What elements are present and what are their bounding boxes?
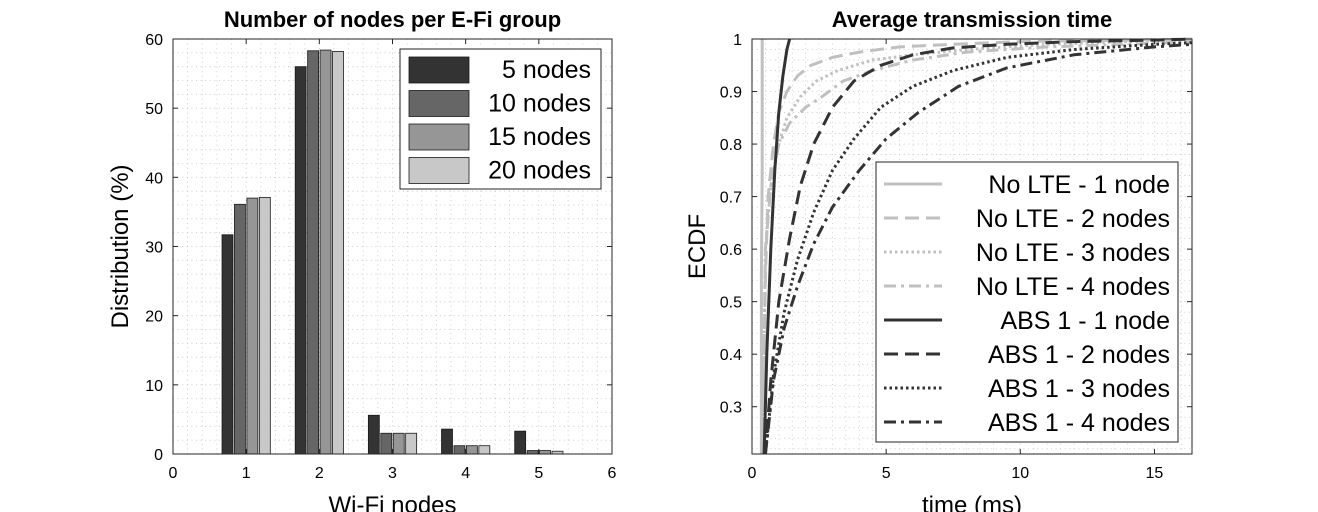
x-tick-label: 5: [534, 465, 543, 482]
ecdf-line: [763, 42, 1192, 454]
bar: [405, 432, 418, 455]
y-tick-label: 0.6: [720, 242, 742, 259]
x-tick-label: 10: [1011, 465, 1029, 482]
x-tick-label: 1: [242, 465, 251, 482]
legend-swatch: [408, 56, 470, 84]
ecdf-chart-title: Average transmission time: [832, 7, 1112, 32]
legend-swatch: [408, 90, 470, 117]
x-tick-label: 15: [1146, 465, 1164, 482]
ecdf-chart-x-axis-label: time (ms): [922, 492, 1022, 512]
x-tick-label: 4: [461, 465, 470, 482]
x-tick-label: 0: [169, 465, 178, 482]
legend-label: ABS 1 - 2 nodes: [988, 341, 1170, 369]
ecdf-chart-legend: No LTE - 1 node No LTE - 2 nodes No LTE - …: [875, 161, 1179, 443]
legend-label: 20 nodes: [488, 157, 591, 185]
legend-label: ABS 1 - 3 nodes: [988, 375, 1170, 403]
bar-chart-legend: 5 nodes 10 nodes 15 nodes 20 nodes: [399, 48, 602, 190]
bar: [221, 234, 234, 455]
y-tick-label: 60: [145, 32, 163, 49]
bar: [332, 51, 344, 455]
bar: [453, 445, 466, 455]
legend-label: 5 nodes: [502, 56, 591, 84]
bar: [258, 196, 271, 455]
ecdf-line: [763, 41, 1192, 454]
ecdf-line: [763, 37, 1192, 454]
ecdf-chart-ticks: 0 5 10 15 0.3 0.4 0.5 0.6 0.7 0.8 0.9 1: [720, 32, 1192, 482]
y-tick-label: 0.9: [720, 85, 742, 102]
bar: [526, 450, 539, 455]
bar: [307, 50, 320, 455]
ecdf-line: [759, 39, 764, 454]
y-tick-label: 1: [733, 32, 742, 49]
ecdf-chart-axes-box: [751, 38, 1193, 455]
legend-label: No LTE - 3 nodes: [976, 239, 1170, 267]
y-tick-label: 0: [154, 447, 163, 464]
x-tick-label: 2: [315, 465, 324, 482]
ecdf-line: [761, 40, 1192, 454]
legend-label: 15 nodes: [488, 123, 591, 151]
ecdf-chart-y-axis-label: ECDF: [684, 214, 711, 279]
legend-label: ABS 1 - 4 nodes: [988, 409, 1170, 437]
legend-label: No LTE - 2 nodes: [976, 205, 1170, 233]
bar: [465, 445, 478, 455]
bar: [539, 450, 551, 455]
bar: [367, 414, 380, 455]
legend-label: No LTE - 1 node: [988, 171, 1170, 199]
y-tick-label: 40: [145, 170, 163, 187]
bar: [319, 49, 332, 455]
y-tick-label: 0.4: [720, 347, 742, 364]
x-tick-label: 6: [608, 465, 617, 482]
y-tick-label: 0.3: [720, 400, 742, 417]
y-tick-label: 0.5: [720, 295, 742, 312]
bar: [441, 428, 453, 455]
ecdf-line: [761, 37, 1192, 454]
legend-label: 10 nodes: [488, 90, 591, 118]
bar: [246, 197, 259, 455]
y-tick-label: 50: [145, 101, 163, 118]
x-tick-label: 3: [388, 465, 397, 482]
y-tick-label: 0.8: [720, 137, 742, 154]
ecdf-chart-panel: 0 5 10 15 0.3 0.4 0.5 0.6 0.7 0.8 0.9 1 Average tra…: [684, 7, 1193, 512]
bar-chart-title: Number of nodes per E-Fi group: [224, 7, 561, 32]
bar: [234, 203, 246, 455]
x-tick-label: 0: [748, 465, 757, 482]
y-tick-label: 20: [145, 309, 163, 326]
y-tick-label: 30: [145, 240, 163, 257]
bar: [514, 430, 527, 455]
bar-chart-y-axis-label: Distribution (%): [107, 164, 134, 328]
legend-label: No LTE - 4 nodes: [976, 273, 1170, 301]
bar: [392, 432, 405, 455]
ecdf-line: [762, 38, 792, 454]
ecdf-chart-lines: [759, 37, 1192, 454]
bar: [478, 445, 491, 455]
bar: [380, 432, 393, 455]
y-tick-label: 0.7: [720, 190, 742, 207]
legend-label: ABS 1 - 1 node: [1000, 307, 1170, 335]
x-tick-label: 5: [882, 465, 891, 482]
bar: [294, 66, 307, 455]
legend-swatch: [408, 123, 470, 151]
y-tick-label: 10: [145, 378, 163, 395]
legend-swatch: [408, 157, 470, 184]
legend-box: [875, 161, 1179, 443]
bar-chart-x-axis-label: Wi-Fi nodes: [328, 492, 456, 512]
